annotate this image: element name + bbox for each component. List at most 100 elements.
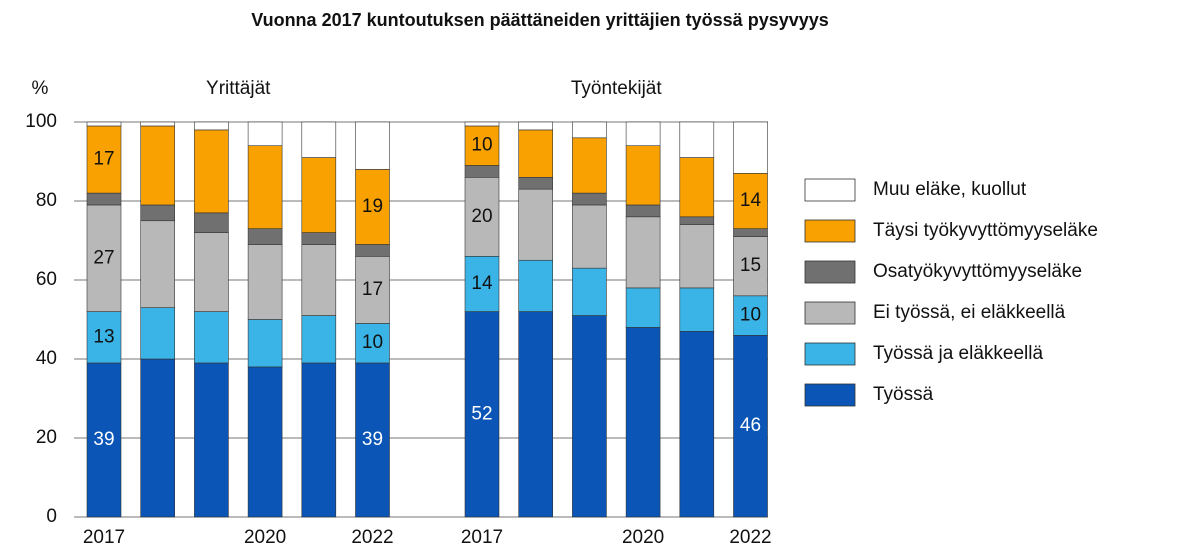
bar-segment bbox=[518, 311, 554, 518]
bar-segment bbox=[625, 287, 661, 328]
legend-label: Osatyökyvyttömyyseläke bbox=[873, 261, 1082, 282]
bar-segment bbox=[247, 121, 283, 147]
bar-segment bbox=[194, 362, 229, 518]
group-label: Työntekijät bbox=[571, 78, 663, 99]
data-label: 10 bbox=[740, 305, 761, 326]
bar-segment bbox=[625, 145, 661, 206]
bar-segment bbox=[572, 204, 607, 269]
bar-segment bbox=[140, 125, 175, 206]
bar-segment bbox=[679, 121, 715, 158]
bar-segment bbox=[518, 259, 554, 312]
y-tick-label: 60 bbox=[36, 269, 57, 290]
data-label: 39 bbox=[93, 429, 114, 450]
bar-segment bbox=[355, 323, 390, 364]
bar-segment bbox=[355, 244, 390, 257]
bar-segment bbox=[301, 121, 337, 158]
bar-segment bbox=[733, 334, 768, 518]
bar-segment bbox=[572, 315, 607, 518]
bar-segment bbox=[140, 121, 175, 127]
bar-segment bbox=[679, 224, 715, 289]
x-tick-label: 2020 bbox=[244, 527, 286, 548]
bar-segment bbox=[247, 319, 283, 368]
bar-segment bbox=[247, 228, 283, 245]
bar-segment bbox=[301, 362, 337, 518]
bar-segment bbox=[518, 177, 554, 190]
bar-segment bbox=[679, 157, 715, 218]
legend-label: Täysi työkyvyttömyyseläke bbox=[873, 220, 1098, 241]
data-label: 10 bbox=[471, 135, 492, 156]
data-label: 20 bbox=[471, 206, 492, 227]
bar-segment bbox=[572, 192, 607, 206]
y-tick-label: 40 bbox=[36, 348, 57, 369]
bar-segment bbox=[464, 255, 500, 312]
bar-segment bbox=[464, 311, 500, 518]
bar-segment bbox=[355, 362, 390, 518]
bar-segment bbox=[518, 121, 554, 131]
bar-segment bbox=[518, 129, 554, 178]
y-tick-label: 80 bbox=[36, 190, 57, 211]
legend-swatch bbox=[804, 178, 856, 202]
bar-segment bbox=[355, 255, 390, 324]
bar-segment bbox=[464, 177, 500, 257]
bar-segment bbox=[572, 267, 607, 316]
x-tick-label: 2022 bbox=[729, 527, 771, 548]
data-label: 15 bbox=[740, 255, 761, 276]
bar-segment bbox=[355, 121, 390, 170]
bar-segment bbox=[625, 327, 661, 518]
data-label: 14 bbox=[471, 273, 493, 294]
bar-segment bbox=[464, 121, 500, 127]
legend-label: Ei työssä, ei eläkkeellä bbox=[873, 302, 1066, 323]
bar-segment bbox=[679, 216, 715, 226]
bar-segment bbox=[140, 204, 175, 222]
bar-segment bbox=[733, 173, 768, 229]
bar-segment bbox=[86, 204, 122, 312]
data-label: 13 bbox=[93, 326, 114, 347]
group-label: Yrittäjät bbox=[206, 78, 271, 99]
bar-segment bbox=[625, 121, 661, 147]
bar-segment bbox=[140, 220, 175, 308]
bar-segment bbox=[301, 315, 337, 364]
bar-segment bbox=[518, 188, 554, 261]
bar-segment bbox=[140, 307, 175, 360]
bar-segment bbox=[733, 228, 768, 237]
legend-swatch bbox=[804, 383, 856, 407]
bar-segment bbox=[86, 192, 122, 206]
bar-segment bbox=[733, 236, 768, 297]
bar-segment bbox=[572, 137, 607, 194]
bar-segment bbox=[733, 295, 768, 336]
bar-segment bbox=[625, 216, 661, 289]
legend-swatch bbox=[804, 219, 856, 243]
data-label: 17 bbox=[93, 149, 114, 170]
y-tick-label: 100 bbox=[25, 111, 57, 132]
x-tick-label: 2017 bbox=[461, 527, 503, 548]
y-axis-label: % bbox=[32, 78, 49, 99]
bar-segment bbox=[194, 129, 229, 214]
bar-segment bbox=[464, 165, 500, 178]
data-label: 52 bbox=[471, 403, 492, 424]
bar-segment bbox=[194, 121, 229, 131]
data-label: 19 bbox=[362, 196, 383, 217]
bar-segment bbox=[301, 244, 337, 316]
bar-segment bbox=[301, 157, 337, 233]
bar-segment bbox=[86, 121, 122, 127]
bar-segment bbox=[679, 331, 715, 518]
bar-segment bbox=[194, 212, 229, 233]
x-tick-label: 2020 bbox=[622, 527, 664, 548]
bar-segment bbox=[140, 358, 175, 518]
bar-segment bbox=[355, 169, 390, 245]
x-tick-label: 2017 bbox=[83, 527, 125, 548]
legend-label: Työssä bbox=[873, 384, 934, 405]
legend-swatch bbox=[804, 301, 856, 325]
legend-swatch bbox=[804, 342, 856, 366]
bar-segment bbox=[194, 311, 229, 364]
chart-title: Vuonna 2017 kuntoutuksen päättäneiden yr… bbox=[251, 10, 829, 30]
bar-segment bbox=[301, 232, 337, 245]
x-tick-label: 2022 bbox=[351, 527, 393, 548]
legend-label: Työssä ja eläkkeellä bbox=[873, 343, 1043, 364]
data-label: 27 bbox=[93, 247, 114, 268]
bar-segment bbox=[247, 366, 283, 518]
legend-label: Muu eläke, kuollut bbox=[873, 179, 1027, 200]
data-label: 14 bbox=[740, 190, 762, 211]
legend-swatch bbox=[804, 260, 856, 284]
